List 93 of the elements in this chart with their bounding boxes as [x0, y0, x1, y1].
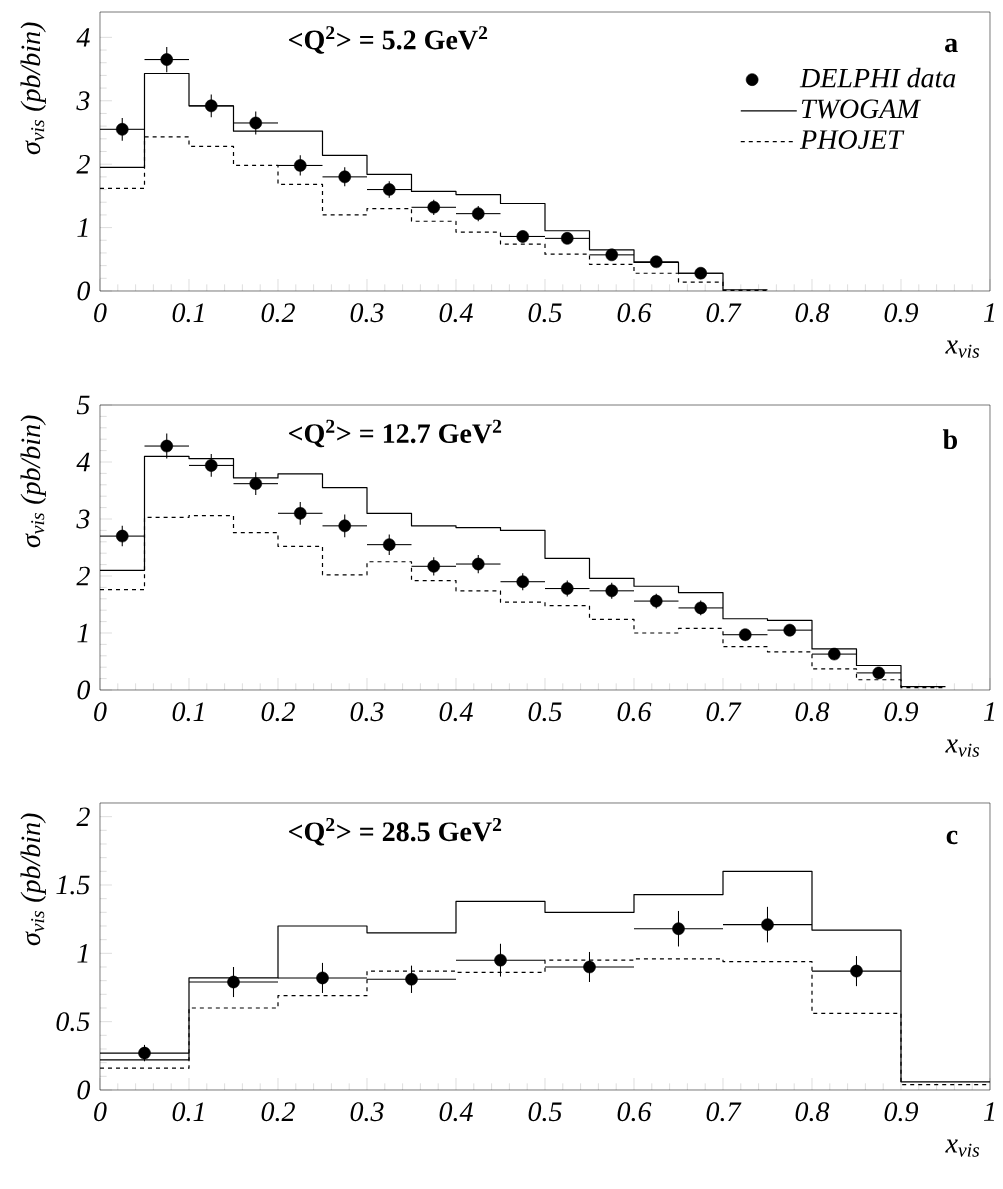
x-tick-label: 0.7	[706, 1102, 742, 1122]
y-tick-label: 0	[77, 680, 91, 700]
x-tick-label: 0	[94, 303, 107, 323]
point	[605, 248, 619, 262]
annotation: b	[942, 429, 958, 450]
point	[738, 628, 752, 641]
annotation: a	[945, 38, 958, 53]
point	[293, 159, 307, 172]
y-tick-label: 1	[77, 623, 88, 643]
text: <Q$^{2}$> = 12.7 GeV$^{2}$	[288, 419, 502, 448]
x-tick-label: 0.8	[795, 1102, 830, 1122]
y-tick-label: 2	[76, 154, 90, 174]
x-tick-label: 0.6	[617, 303, 652, 323]
point	[583, 960, 596, 974]
point	[761, 918, 774, 931]
point	[316, 971, 329, 985]
x-tick-label: 0.1	[172, 702, 204, 722]
point	[649, 255, 663, 269]
annotation: c	[946, 830, 958, 845]
legend-label: PHOJET	[799, 130, 905, 149]
y-tick-label: 2	[76, 566, 90, 586]
x-tick-label: 0	[94, 1102, 107, 1122]
x-tick-label: 1	[984, 1102, 994, 1121]
point	[672, 922, 685, 935]
point	[560, 232, 574, 245]
x-tick-label: 0.9	[884, 303, 919, 323]
point	[293, 507, 307, 520]
point	[827, 647, 841, 661]
chart-title: <Q$^{2}$> = 5.2 GeV$^{2}$	[288, 26, 488, 54]
x-tick-label: 0.9	[884, 1102, 919, 1122]
x-tick-label: 1	[984, 303, 994, 322]
point	[249, 116, 263, 130]
y-tick-label: 3	[76, 509, 90, 529]
y-tick-label: 3	[76, 91, 90, 111]
point	[338, 519, 352, 533]
x-tick-label: 0.8	[795, 303, 830, 323]
x-tick-label: 0.7	[706, 702, 742, 722]
x-tick-label: 1	[984, 702, 994, 721]
x-tick-label: 0.6	[617, 1102, 652, 1122]
point	[850, 964, 863, 978]
x-tick-label: 0.1	[172, 1102, 204, 1122]
y-tick-label: 4	[76, 28, 90, 47]
x-axis-title: x$_{vis}$	[945, 340, 980, 358]
x-tick-label: 0.7	[706, 303, 742, 323]
y-tick-label: 1	[77, 944, 88, 963]
y-tick-label: 1	[77, 218, 88, 237]
y-tick-label: 0	[77, 281, 91, 301]
point	[160, 439, 174, 453]
point	[694, 266, 708, 280]
x-tick-label: 0.2	[261, 1102, 295, 1122]
text: <Q$^{2}$> = 28.5 GeV$^{2}$	[288, 817, 502, 846]
point	[115, 529, 129, 543]
x-tick-label: 0.2	[261, 702, 295, 722]
y-tick-label: 1.5	[56, 875, 90, 895]
y-axis-title: σ$_{vis}$ (pb/bin)	[20, 22, 46, 155]
x-tick-label: 0.1	[172, 303, 204, 323]
y-tick-label: 0	[77, 1080, 91, 1100]
point	[494, 953, 507, 967]
x-tick-label: 0.3	[350, 702, 384, 722]
point	[115, 123, 129, 136]
y-tick-label: 4	[76, 452, 90, 472]
y-tick-label: 0.5	[56, 1012, 90, 1032]
point	[249, 477, 263, 490]
x-tick-label: 0.8	[795, 702, 830, 722]
point	[160, 53, 174, 66]
x-tick-label: 0.3	[350, 1102, 384, 1122]
point	[872, 666, 886, 680]
x-tick-label: 0.4	[439, 702, 473, 722]
point	[405, 973, 418, 986]
point	[516, 230, 530, 243]
x-tick-label: 0.2	[261, 303, 295, 323]
x-tick-label: 0.5	[528, 303, 562, 323]
y-tick-label: 5	[76, 395, 90, 415]
point	[382, 538, 396, 551]
x-tick-label: 0.4	[439, 303, 473, 323]
x-tick-label: 0.9	[884, 702, 919, 722]
point	[204, 99, 218, 113]
y-axis-title: σ$_{vis}$ (pb/bin)	[20, 813, 46, 946]
legend-label: DELPHI data	[799, 67, 956, 88]
point	[204, 459, 218, 472]
x-tick-label: 0.5	[528, 702, 562, 722]
x-tick-label: 0	[94, 702, 107, 722]
x-tick-label: 0.4	[439, 1102, 473, 1122]
x-tick-label: 0.5	[528, 1102, 562, 1122]
point	[783, 623, 797, 637]
x-axis-title: x$_{vis}$	[945, 739, 980, 757]
x-axis-title: x$_{vis}$	[945, 1139, 980, 1157]
y-axis-title: σ$_{vis}$ (pb/bin)	[20, 415, 46, 548]
point	[227, 975, 240, 989]
y-tick-label: 2	[76, 807, 90, 826]
x-tick-label: 0.6	[617, 702, 652, 722]
x-tick-label: 0.3	[350, 303, 384, 323]
legend-label: TWOGAM	[801, 99, 922, 119]
